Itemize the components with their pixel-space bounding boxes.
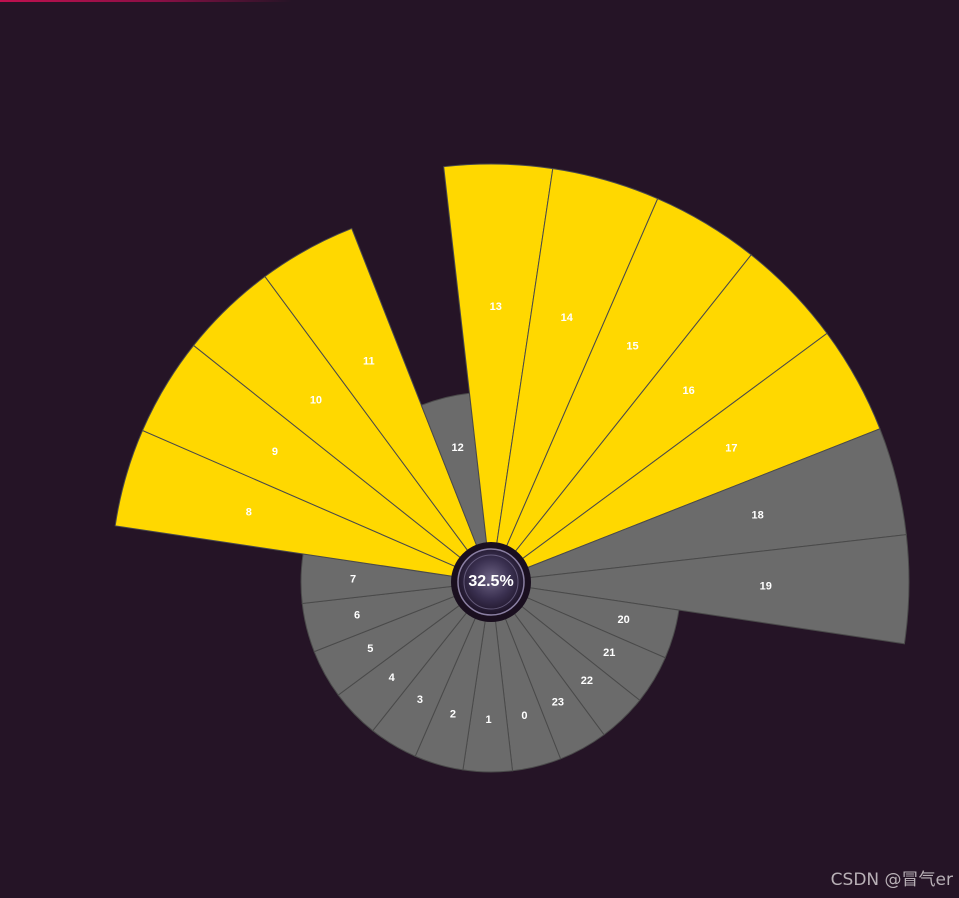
segment-label-22: 22 — [581, 675, 593, 687]
segment-11[interactable] — [264, 227, 486, 569]
segment-label-20: 20 — [618, 614, 630, 626]
segment-label-15: 15 — [626, 340, 638, 352]
hub-inner-ring — [463, 554, 519, 610]
segment-label-0: 0 — [521, 710, 527, 722]
segment-label-17: 17 — [725, 443, 737, 455]
hub-center — [457, 548, 525, 616]
segment-label-11: 11 — [363, 356, 375, 368]
segment-label-2: 2 — [450, 709, 456, 721]
center-percentage: 32.5% — [468, 573, 513, 590]
segment-label-12: 12 — [451, 442, 463, 454]
segment-label-23: 23 — [552, 697, 564, 709]
watermark: CSDN @冒气er — [830, 870, 953, 890]
segment-label-13: 13 — [490, 301, 502, 313]
segment-label-9: 9 — [272, 446, 278, 458]
segment-label-16: 16 — [683, 385, 695, 397]
segment-label-7: 7 — [350, 573, 356, 585]
segment-label-3: 3 — [417, 694, 423, 706]
segment-label-21: 21 — [603, 647, 615, 659]
segment-label-5: 5 — [367, 643, 373, 655]
segment-label-10: 10 — [310, 395, 322, 407]
segment-label-19: 19 — [760, 581, 772, 593]
segment-label-6: 6 — [354, 609, 360, 621]
segment-label-4: 4 — [389, 672, 396, 684]
segment-label-8: 8 — [246, 506, 252, 518]
segment-label-14: 14 — [561, 312, 574, 324]
top-accent-line — [0, 0, 292, 2]
segment-19[interactable] — [508, 534, 910, 645]
segment-label-18: 18 — [752, 509, 764, 521]
segment-label-1: 1 — [486, 714, 492, 726]
segment-23[interactable] — [496, 595, 605, 760]
